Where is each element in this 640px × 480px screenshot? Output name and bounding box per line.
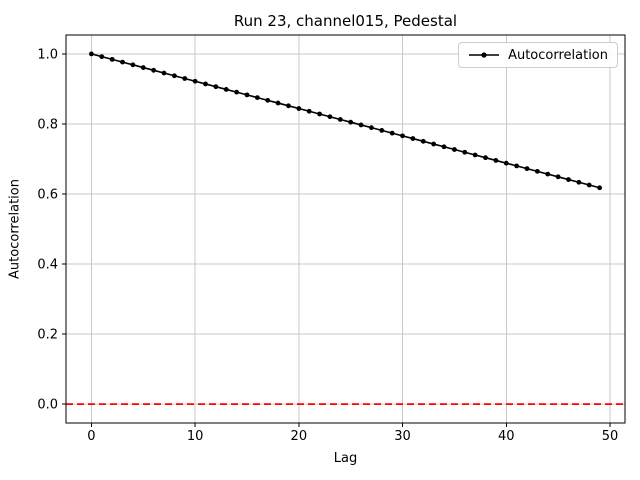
x-tick-label: 40	[498, 429, 515, 444]
y-tick-label: 0.4	[37, 258, 58, 273]
data-point-marker	[566, 177, 571, 182]
data-point-marker	[524, 166, 530, 172]
data-point-marker	[109, 56, 115, 62]
data-point-marker	[462, 149, 468, 155]
data-point-marker	[317, 111, 322, 117]
data-point-marker	[472, 152, 478, 158]
data-point-marker	[120, 59, 125, 65]
data-point-marker	[586, 182, 592, 188]
data-point-marker	[327, 114, 333, 120]
data-point-marker	[130, 62, 136, 68]
data-point-marker	[514, 163, 520, 169]
data-point-marker	[451, 147, 457, 152]
data-point-marker	[441, 144, 447, 150]
y-axis-label: Autocorrelation	[7, 179, 23, 279]
data-point-marker	[161, 70, 167, 76]
plot-spines	[65, 34, 626, 424]
data-point-marker	[192, 78, 198, 84]
data-point-marker	[296, 106, 302, 111]
data-point-marker	[545, 171, 551, 177]
data-point-marker	[286, 103, 291, 109]
data-point-marker	[306, 108, 312, 114]
data-point-marker	[182, 76, 188, 81]
data-point-marker	[203, 81, 208, 87]
y-tick-label: 1.0	[37, 47, 58, 62]
data-point-marker	[358, 122, 364, 128]
data-point-marker	[244, 92, 250, 98]
x-tick-label: 50	[602, 429, 619, 444]
data-point-marker	[254, 95, 260, 101]
legend-line-marker-icon	[469, 52, 500, 58]
series-line	[91, 53, 600, 189]
data-point-marker	[89, 51, 94, 57]
y-tick-label: 0.8	[37, 117, 58, 132]
data-point-marker	[410, 136, 416, 141]
data-point-marker	[420, 138, 426, 144]
legend-item-label: Autocorrelation	[508, 47, 608, 63]
data-point-marker	[389, 130, 395, 136]
data-point-marker	[493, 158, 499, 163]
data-point-marker	[483, 155, 488, 161]
x-axis-label: Lag	[333, 451, 358, 466]
data-point-marker	[275, 100, 281, 106]
data-point-marker	[151, 67, 157, 73]
data-point-marker	[99, 54, 105, 60]
data-point-marker	[400, 133, 405, 139]
data-point-marker	[337, 117, 343, 122]
y-tick-label: 0.0	[37, 398, 58, 413]
data-point-marker	[431, 141, 437, 147]
data-point-marker	[213, 84, 219, 90]
data-point-marker	[534, 168, 540, 174]
data-point-marker	[223, 87, 229, 92]
data-point-marker	[234, 89, 240, 95]
data-point-marker	[140, 65, 146, 70]
data-point-marker	[555, 174, 561, 180]
y-tick-label: 0.2	[37, 328, 58, 343]
chart-title: Run 23, channel015, Pedestal	[233, 12, 458, 30]
legend: Autocorrelation	[458, 42, 618, 68]
x-tick-label: 0	[87, 429, 95, 444]
x-tick-label: 20	[291, 429, 308, 444]
data-point-marker	[369, 125, 374, 131]
x-tick-label: 30	[394, 429, 411, 444]
data-point-marker	[171, 73, 177, 79]
data-point-marker	[576, 179, 582, 185]
data-point-marker	[265, 97, 271, 103]
data-point-marker	[597, 185, 602, 191]
data-point-marker	[379, 127, 385, 133]
data-point-marker	[503, 160, 509, 166]
data-point-marker	[348, 119, 354, 125]
y-tick-label: 0.6	[37, 187, 58, 202]
x-tick-label: 10	[187, 429, 204, 444]
